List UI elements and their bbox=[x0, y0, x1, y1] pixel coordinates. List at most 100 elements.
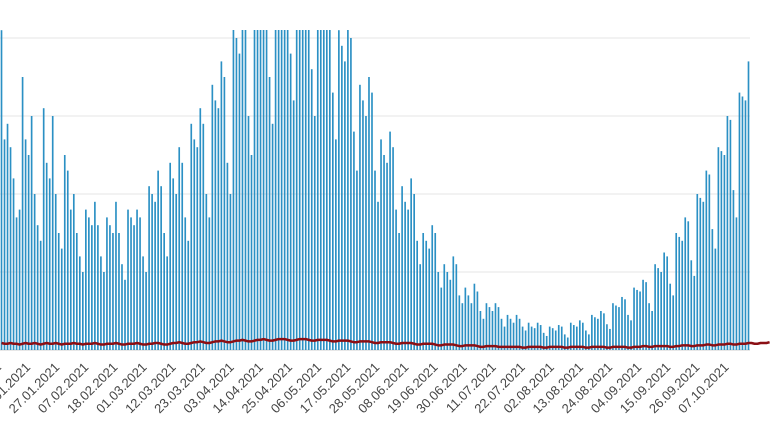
bar bbox=[27, 155, 30, 350]
bar bbox=[473, 283, 476, 350]
bar bbox=[374, 170, 376, 350]
bar bbox=[699, 197, 702, 350]
bar bbox=[404, 201, 406, 350]
bar bbox=[139, 217, 141, 350]
bar bbox=[371, 92, 373, 350]
bar bbox=[693, 275, 696, 350]
bar bbox=[572, 325, 575, 350]
bar bbox=[591, 314, 593, 350]
bar bbox=[283, 30, 286, 350]
bar bbox=[341, 45, 343, 351]
bar bbox=[0, 30, 3, 350]
bar bbox=[533, 328, 536, 350]
bar bbox=[455, 264, 458, 350]
bar bbox=[428, 248, 431, 350]
bar bbox=[732, 190, 735, 350]
bar bbox=[708, 174, 711, 350]
bar bbox=[741, 96, 744, 350]
bar bbox=[247, 116, 250, 350]
bar bbox=[359, 84, 361, 351]
bar bbox=[109, 225, 111, 350]
bar bbox=[509, 318, 512, 350]
bar bbox=[51, 116, 54, 350]
bar bbox=[33, 194, 36, 350]
bar bbox=[365, 116, 367, 350]
bar bbox=[389, 131, 391, 350]
bar bbox=[199, 108, 202, 350]
bar bbox=[557, 325, 560, 350]
bar bbox=[292, 100, 295, 351]
bar bbox=[521, 326, 524, 350]
bar bbox=[735, 217, 738, 350]
bar bbox=[431, 225, 434, 350]
bar bbox=[446, 272, 449, 350]
bar bbox=[160, 186, 162, 350]
bar bbox=[503, 326, 506, 350]
bar bbox=[238, 53, 241, 350]
line-series bbox=[1, 337, 770, 349]
bar bbox=[545, 335, 548, 350]
bar bbox=[277, 30, 280, 350]
bar bbox=[518, 318, 521, 350]
bar bbox=[347, 30, 349, 350]
bar bbox=[425, 240, 428, 350]
bar bbox=[566, 337, 569, 350]
bar bbox=[449, 279, 452, 350]
bar bbox=[15, 217, 18, 350]
bar bbox=[386, 162, 388, 350]
bar bbox=[645, 282, 647, 350]
bar bbox=[362, 100, 364, 351]
bar bbox=[229, 194, 232, 350]
bar bbox=[18, 209, 21, 350]
bar bbox=[232, 30, 235, 350]
bar bbox=[603, 313, 605, 350]
bar bbox=[94, 201, 96, 350]
bar bbox=[344, 61, 346, 351]
bar bbox=[211, 84, 214, 351]
bar bbox=[280, 30, 283, 350]
bar bbox=[443, 264, 446, 350]
bar bbox=[714, 248, 717, 350]
bar bbox=[630, 320, 632, 350]
bar bbox=[524, 330, 527, 350]
bar bbox=[169, 162, 172, 350]
bar bbox=[60, 248, 63, 350]
bar bbox=[642, 279, 644, 350]
bar bbox=[578, 320, 581, 350]
bar bbox=[461, 303, 464, 350]
bar bbox=[121, 264, 123, 350]
bar bbox=[729, 119, 732, 351]
bar bbox=[600, 311, 602, 350]
bar bbox=[63, 155, 66, 350]
bar bbox=[78, 256, 81, 350]
bar bbox=[193, 139, 196, 350]
bar bbox=[148, 186, 150, 350]
bar bbox=[672, 295, 675, 350]
bar bbox=[515, 314, 518, 350]
bar bbox=[24, 139, 27, 350]
bar bbox=[301, 30, 304, 350]
bar bbox=[485, 303, 488, 350]
bar bbox=[536, 322, 539, 350]
bar bbox=[368, 77, 370, 350]
bar bbox=[654, 264, 656, 350]
bar bbox=[527, 322, 530, 350]
bar bbox=[350, 38, 352, 350]
bar bbox=[12, 178, 15, 350]
bar bbox=[166, 256, 168, 350]
bar bbox=[660, 272, 662, 350]
bar bbox=[696, 194, 699, 350]
bar bbox=[356, 170, 358, 350]
bar bbox=[286, 30, 289, 350]
bar bbox=[48, 178, 51, 350]
bar bbox=[726, 116, 729, 350]
bar bbox=[72, 194, 75, 350]
bar bbox=[335, 139, 337, 350]
bar bbox=[205, 194, 208, 350]
bar bbox=[494, 303, 497, 350]
bar bbox=[256, 30, 259, 350]
bar bbox=[106, 217, 108, 350]
line-series-path bbox=[1, 337, 770, 349]
bar bbox=[582, 322, 584, 350]
